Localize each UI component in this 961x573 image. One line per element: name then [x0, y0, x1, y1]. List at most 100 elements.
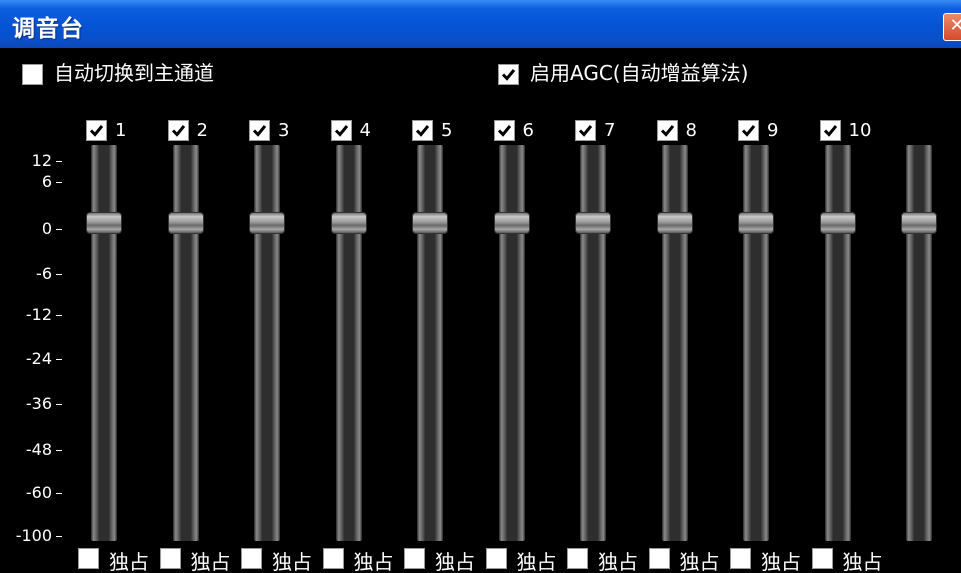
scale-label: -12 — [25, 305, 52, 324]
channel-enable-checkbox[interactable] — [86, 120, 107, 141]
scale-label: -36 — [25, 394, 52, 413]
channel-volume-slider[interactable] — [657, 145, 692, 541]
channel-volume-slider[interactable] — [250, 145, 284, 541]
channel-exclusive-checkbox[interactable] — [78, 548, 99, 569]
channel-exclusive-label: 独占 — [190, 550, 231, 573]
channel-exclusive-label: 独占 — [353, 550, 394, 573]
scale-label: -6 — [36, 264, 52, 283]
channel-volume-slider[interactable] — [576, 145, 610, 541]
channel-exclusive-checkbox[interactable] — [159, 548, 181, 569]
channel-number: 10 — [848, 120, 872, 141]
checkmark-icon — [415, 125, 430, 137]
close-button[interactable]: ✕ — [943, 13, 961, 41]
agc-checkbox[interactable] — [498, 64, 519, 85]
slider-track — [91, 145, 117, 541]
checkmark-icon — [497, 125, 511, 137]
channel-enable-checkbox[interactable] — [575, 120, 596, 141]
slider-track — [906, 145, 932, 541]
slider-track — [661, 145, 688, 541]
checkmark-icon — [578, 125, 593, 137]
channel-exclusive-checkbox[interactable] — [648, 548, 670, 569]
channel-volume-slider[interactable] — [168, 145, 203, 541]
level-scale: 12 6 0 -6 -12 -24 -36 -48 -60 -100 — [0, 0, 70, 573]
channel-number: 7 — [604, 120, 616, 141]
channel-enable-checkbox[interactable] — [819, 120, 841, 141]
slider-track — [580, 145, 606, 541]
scale-label: 0 — [41, 219, 52, 238]
channel-exclusive-checkbox[interactable] — [485, 548, 507, 569]
channel-exclusive-label: 独占 — [761, 550, 801, 573]
channel-enable-checkbox[interactable] — [656, 120, 678, 141]
scale-row: 12 — [0, 153, 70, 169]
channel-volume-slider[interactable] — [87, 145, 121, 541]
checkmark-icon — [252, 125, 267, 137]
scale-tick — [56, 182, 62, 183]
scale-row: -12 — [0, 307, 70, 323]
scale-label: 12 — [31, 151, 52, 170]
channel-enable-checkbox[interactable] — [249, 120, 270, 141]
scale-row: 6 — [0, 174, 70, 190]
channel-volume-slider[interactable] — [413, 145, 447, 541]
channel-exclusive-label: 独占 — [516, 550, 557, 573]
channel-enable-checkbox[interactable] — [738, 120, 759, 141]
channel-volume-slider[interactable] — [820, 145, 855, 541]
channel-exclusive-checkbox[interactable] — [322, 548, 344, 569]
scale-tick — [56, 229, 62, 230]
scale-row: -6 — [0, 266, 70, 282]
channel-exclusive-label: 独占 — [109, 550, 149, 573]
channel-exclusive-label: 独占 — [679, 550, 720, 573]
checkmark-icon — [171, 125, 185, 137]
channel-exclusive-label: 独占 — [435, 550, 475, 573]
slider-track — [172, 145, 199, 541]
scale-tick — [56, 161, 62, 162]
slider-thumb[interactable] — [331, 213, 366, 233]
scale-label: -24 — [25, 349, 52, 368]
channel-exclusive-label: 独占 — [272, 550, 312, 573]
slider-track — [498, 145, 525, 541]
slider-thumb[interactable] — [494, 213, 529, 233]
slider-thumb[interactable] — [87, 213, 121, 233]
channel-exclusive-checkbox[interactable] — [567, 548, 588, 569]
channel-number: 6 — [522, 120, 534, 141]
channel-enable-checkbox[interactable] — [493, 120, 515, 141]
slider-thumb[interactable] — [413, 213, 447, 233]
channel-volume-slider[interactable] — [494, 145, 529, 541]
auto-switch-main-checkbox[interactable] — [22, 64, 43, 85]
scale-tick — [56, 493, 62, 494]
checkmark-icon — [501, 69, 516, 81]
scale-tick — [56, 359, 62, 360]
channel-enable-checkbox[interactable] — [412, 120, 433, 141]
slider-thumb[interactable] — [250, 213, 284, 233]
channel-enable-checkbox[interactable] — [330, 120, 352, 141]
channel-exclusive-checkbox[interactable] — [404, 548, 425, 569]
slider-thumb[interactable] — [576, 213, 610, 233]
slider-track — [824, 145, 851, 541]
checkmark-icon — [89, 125, 104, 137]
scale-row: 0 — [0, 221, 70, 237]
slider-thumb[interactable] — [820, 213, 855, 233]
slider-track — [254, 145, 280, 541]
channel-number: 9 — [767, 120, 779, 141]
slider-thumb[interactable] — [168, 213, 203, 233]
window-title: 调音台 — [12, 16, 84, 42]
slider-thumb[interactable] — [739, 213, 773, 233]
channel-exclusive-checkbox[interactable] — [730, 548, 751, 569]
channel-volume-slider[interactable] — [331, 145, 366, 541]
checkmark-icon — [823, 125, 837, 137]
master-volume-slider[interactable] — [902, 145, 936, 541]
slider-thumb[interactable] — [657, 213, 692, 233]
channel-number: 3 — [278, 120, 290, 141]
scale-tick — [56, 450, 62, 451]
scale-row: -48 — [0, 442, 70, 458]
scale-tick — [56, 404, 62, 405]
channel-number: 4 — [359, 120, 371, 141]
channel-exclusive-checkbox[interactable] — [241, 548, 262, 569]
channel-number: 2 — [196, 120, 208, 141]
channel-exclusive-checkbox[interactable] — [811, 548, 833, 569]
channel-volume-slider[interactable] — [739, 145, 773, 541]
slider-thumb[interactable] — [902, 213, 936, 233]
title-bar[interactable]: 调音台 ✕ — [0, 0, 961, 48]
checkmark-icon — [334, 125, 348, 137]
channel-enable-checkbox[interactable] — [167, 120, 189, 141]
